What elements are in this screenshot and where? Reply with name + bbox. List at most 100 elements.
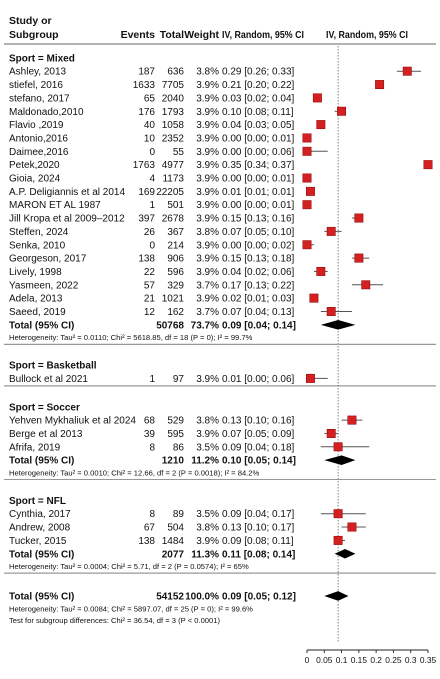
study-square [309, 293, 319, 303]
pooled-weight: 100.0% [185, 591, 219, 602]
study-name: Jill Kropa et al 2009–2012 [9, 214, 125, 225]
subgroup-title: Sport = NFL [9, 496, 66, 507]
x-axis-tick-label: 0.1 [336, 655, 348, 665]
subgroup-heterogeneity: Heterogeneity: Tau² = 0.0110; Chi² = 561… [9, 333, 253, 342]
study-ci: 0.15 [0.13; 0.18] [222, 254, 295, 265]
study-square [354, 213, 364, 223]
pooled-label: Total (95% CI) [9, 456, 74, 467]
study-name: Senka, 2010 [9, 240, 66, 251]
study-ci: 0.13 [0.10; 0.16] [222, 416, 295, 427]
pooled-weight: 11.2% [191, 456, 219, 467]
study-events: 65 [144, 93, 156, 104]
study-weight: 3.9% [196, 374, 219, 385]
x-axis-tick-label: 0 [305, 655, 310, 665]
study-weight: 3.9% [196, 93, 219, 104]
study-events: 187 [138, 67, 155, 78]
study-name: Maldonado,2010 [9, 107, 84, 118]
study-name: stefano, 2017 [9, 93, 70, 104]
study-weight: 3.9% [196, 160, 219, 171]
pooled-diamond [324, 455, 356, 465]
study-events: 1 [149, 200, 155, 211]
study-weight: 3.5% [196, 509, 219, 520]
study-total: 2040 [162, 93, 185, 104]
overall-heterogeneity: Heterogeneity: Tau² = 0.0084; Chi² = 589… [9, 604, 253, 613]
study-weight: 3.8% [196, 416, 219, 427]
study-ci: 0.17 [0.13; 0.22] [222, 280, 295, 291]
study-events: 57 [144, 280, 156, 291]
study-weight: 3.9% [196, 133, 219, 144]
study-total: 529 [167, 416, 184, 427]
subgroup-title: Sport = Soccer [9, 402, 80, 413]
study-total: 636 [167, 67, 184, 78]
study-square [312, 93, 322, 103]
study-name: Gioia, 2024 [9, 174, 61, 185]
study-name: Cynthia, 2017 [9, 509, 71, 520]
pooled-total: 1210 [162, 456, 185, 467]
study-ci: 0.04 [0.02; 0.06] [222, 267, 295, 278]
study-square [347, 415, 357, 425]
study-square [326, 307, 336, 316]
pooled-ci: 0.11 [0.08; 0.14] [222, 549, 295, 560]
x-axis-tick-label: 0.35 [420, 655, 437, 665]
study-ci: 0.07 [0.05; 0.09] [222, 429, 295, 440]
study-events: 21 [144, 294, 156, 305]
subgroup-difference-test: Test for subgroup differences: Chi² = 36… [9, 616, 220, 625]
pooled-ci: 0.10 [0.05; 0.14] [222, 456, 296, 467]
pooled-ci: 0.09 [0.05; 0.12] [222, 591, 296, 602]
study-events: 1633 [133, 80, 156, 91]
pooled-diamond [324, 591, 349, 601]
study-total: 501 [167, 200, 184, 211]
study-weight: 3.9% [196, 200, 219, 211]
study-name: Steffen, 2024 [9, 227, 69, 238]
study-square [337, 106, 347, 116]
study-name: Flavio ,2019 [9, 120, 64, 131]
study-ci: 0.00 [0.00; 0.02] [222, 240, 295, 251]
study-events: 169 [138, 187, 155, 198]
study-events: 26 [144, 227, 156, 238]
study-square [302, 200, 312, 210]
study-events: 12 [144, 307, 156, 318]
study-weight: 3.9% [196, 240, 219, 251]
study-square [333, 442, 343, 452]
study-ci: 0.07 [0.05; 0.10] [222, 227, 295, 238]
study-weight: 3.9% [196, 536, 219, 547]
study-square [316, 267, 326, 276]
study-events: 8 [149, 442, 155, 453]
study-events: 138 [138, 536, 155, 547]
study-weight: 3.7% [196, 307, 219, 318]
x-axis-tick-label: 0.25 [385, 655, 402, 665]
study-weight: 3.5% [196, 442, 219, 453]
study-ci: 0.10 [0.08; 0.11] [222, 107, 294, 118]
study-total: 214 [167, 240, 184, 251]
study-total: 367 [167, 227, 184, 238]
study-ci: 0.00 [0.00; 0.01] [222, 174, 295, 185]
study-weight: 3.9% [196, 174, 219, 185]
study-weight: 3.9% [196, 147, 219, 158]
study-events: 0 [149, 240, 155, 251]
study-total: 97 [173, 374, 185, 385]
study-weight: 3.9% [196, 254, 219, 265]
study-total: 55 [173, 147, 185, 158]
study-total: 162 [167, 307, 184, 318]
study-ci: 0.15 [0.13; 0.16] [222, 214, 295, 225]
study-ci: 0.04 [0.03; 0.05] [222, 120, 295, 131]
study-name: MARON ET AL 1987 [9, 200, 101, 211]
study-square [306, 373, 315, 383]
study-total: 1021 [162, 294, 185, 305]
study-ci: 0.21 [0.20; 0.22] [222, 80, 295, 91]
study-events: 40 [144, 120, 156, 131]
study-events: 67 [144, 523, 156, 534]
study-ci: 0.01 [0.00; 0.06] [222, 374, 295, 385]
study-square [402, 66, 412, 76]
study-name: Adela, 2013 [9, 294, 63, 305]
study-square [333, 535, 343, 545]
x-axis-tick-label: 0.3 [405, 655, 417, 665]
study-ci: 0.35 [0.34; 0.37] [222, 160, 295, 171]
study-square [302, 133, 312, 143]
study-weight: 3.9% [196, 429, 219, 440]
study-total: 1173 [162, 174, 184, 185]
subgroup-heterogeneity: Heterogeneity: Tau² = 0.0010; Chi² = 12.… [9, 469, 260, 478]
study-name: Georgeson, 2017 [9, 254, 87, 265]
